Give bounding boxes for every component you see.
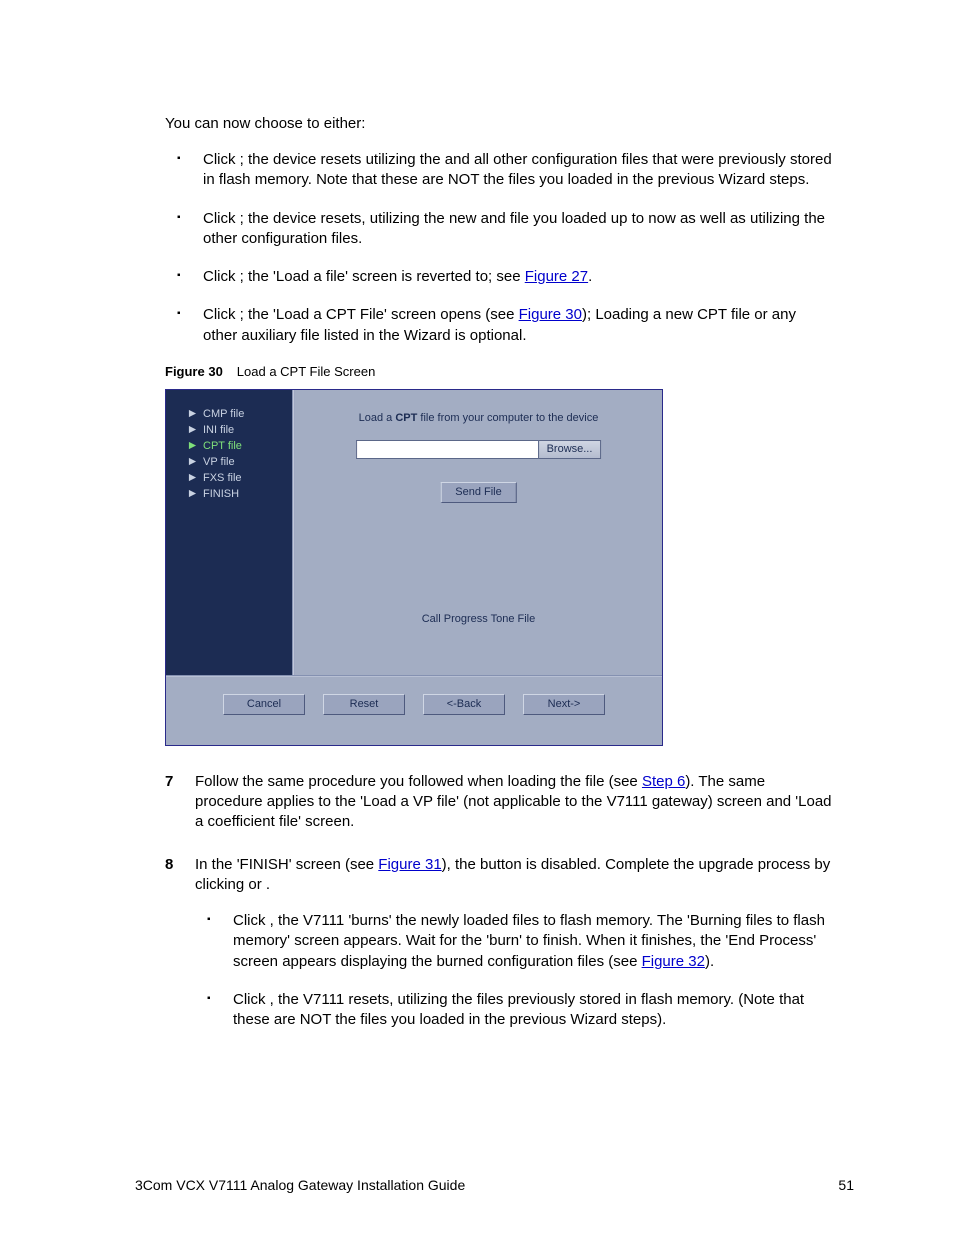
text: Click <box>203 268 240 285</box>
wizard-step-label: FXS file <box>203 472 242 484</box>
wizard-screenshot: CMP file INI file CPT file VP file FXS file F… <box>165 389 663 746</box>
step-7: 7 Follow the same procedure you followed… <box>165 772 834 833</box>
text: Follow the same procedure you followed w… <box>195 773 642 790</box>
step-8: 8 In the 'FINISH' screen (see Figure 31)… <box>165 855 834 1031</box>
arrow-icon <box>188 425 197 434</box>
step-6-link[interactable]: Step 6 <box>642 773 685 790</box>
sub-item: Click , the V7111 'burns' the newly load… <box>225 911 834 972</box>
text: Click <box>233 991 270 1008</box>
figure-30-link[interactable]: Figure 30 <box>519 306 582 323</box>
text: ; the 'Load a CPT File' screen opens (se… <box>240 306 519 323</box>
footer-left: 3Com VCX V7111 Analog Gateway Installati… <box>135 1177 465 1193</box>
text: , the V7111 resets, utilizing the files … <box>233 991 804 1028</box>
wizard-separator <box>166 675 662 677</box>
arrow-icon <box>188 489 197 498</box>
wizard-file-row: Browse... <box>356 440 602 459</box>
figure-title: Load a CPT File Screen <box>237 364 376 379</box>
wizard-footer-label: Call Progress Tone File <box>295 613 662 625</box>
figure-label: Figure 30 <box>165 364 223 379</box>
next-button[interactable]: Next-> <box>523 694 605 715</box>
choice-item: Click ; the device resets utilizing the … <box>195 150 834 191</box>
choice-item: Click ; the 'Load a file' screen is reve… <box>195 267 834 287</box>
text: ; the 'Load a file' screen is reverted t… <box>240 268 525 285</box>
wizard-step-ini-file[interactable]: INI file <box>188 424 292 436</box>
figure-caption: Figure 30 Load a CPT File Screen <box>165 364 834 379</box>
page-footer: 3Com VCX V7111 Analog Gateway Installati… <box>135 1177 854 1193</box>
sub-item: Click , the V7111 resets, utilizing the … <box>225 990 834 1031</box>
text: . <box>588 268 592 285</box>
text: , the V7111 'burns' the newly loaded fil… <box>233 912 825 970</box>
text: Click <box>203 306 240 323</box>
intro-text: You can now choose to either: <box>165 115 834 132</box>
text: Click <box>233 912 270 929</box>
arrow-icon <box>188 441 197 450</box>
file-path-input[interactable] <box>356 440 538 459</box>
send-file-button[interactable]: Send File <box>440 482 516 503</box>
wizard-top: CMP file INI file CPT file VP file FXS file F… <box>166 390 662 675</box>
wizard-step-fxs-file[interactable]: FXS file <box>188 472 292 484</box>
text: file from your computer to the device <box>417 412 598 424</box>
wizard-step-cmp-file[interactable]: CMP file <box>188 408 292 420</box>
wizard-step-label: INI file <box>203 424 234 436</box>
footer-right: 51 <box>838 1177 854 1193</box>
page: You can now choose to either: Click ; th… <box>0 0 954 1235</box>
reset-button[interactable]: Reset <box>323 694 405 715</box>
wizard-step-label: CPT file <box>203 440 242 452</box>
wizard-step-label: CMP file <box>203 408 244 420</box>
wizard-sidebar: CMP file INI file CPT file VP file FXS file F… <box>166 390 292 675</box>
arrow-icon <box>188 473 197 482</box>
figure-31-link[interactable]: Figure 31 <box>378 856 441 873</box>
step-number: 8 <box>165 855 173 875</box>
wizard-main: Load a CPT file from your computer to th… <box>295 390 662 675</box>
browse-button[interactable]: Browse... <box>538 440 602 459</box>
wizard-button-row: Cancel Reset <-Back Next-> <box>166 694 662 715</box>
text: In the 'FINISH' screen (see <box>195 856 378 873</box>
text: Load a <box>359 412 396 424</box>
step-8-sublist: Click , the V7111 'burns' the newly load… <box>195 911 834 1030</box>
text-bold: CPT <box>395 412 417 424</box>
arrow-icon <box>188 409 197 418</box>
text: ). <box>705 953 714 970</box>
text: ; the device resets utilizing the and al… <box>203 151 832 188</box>
choice-item: Click ; the 'Load a CPT File' screen ope… <box>195 305 834 346</box>
cancel-button[interactable]: Cancel <box>223 694 305 715</box>
numbered-steps: 7 Follow the same procedure you followed… <box>165 772 834 1031</box>
text: Click <box>203 151 240 168</box>
arrow-icon <box>188 457 197 466</box>
back-button[interactable]: <-Back <box>423 694 505 715</box>
wizard-title: Load a CPT file from your computer to th… <box>295 412 662 424</box>
choice-item: Click ; the device resets, utilizing the… <box>195 209 834 250</box>
wizard-step-cpt-file[interactable]: CPT file <box>188 440 292 452</box>
text: ; the device resets, utilizing the new a… <box>203 210 825 247</box>
wizard-step-label: FINISH <box>203 488 239 500</box>
text: Click <box>203 210 240 227</box>
wizard-step-vp-file[interactable]: VP file <box>188 456 292 468</box>
figure-27-link[interactable]: Figure 27 <box>525 268 588 285</box>
wizard-step-finish[interactable]: FINISH <box>188 488 292 500</box>
choice-list: Click ; the device resets utilizing the … <box>165 150 834 346</box>
figure-32-link[interactable]: Figure 32 <box>642 953 705 970</box>
step-number: 7 <box>165 772 173 792</box>
wizard-step-label: VP file <box>203 456 235 468</box>
